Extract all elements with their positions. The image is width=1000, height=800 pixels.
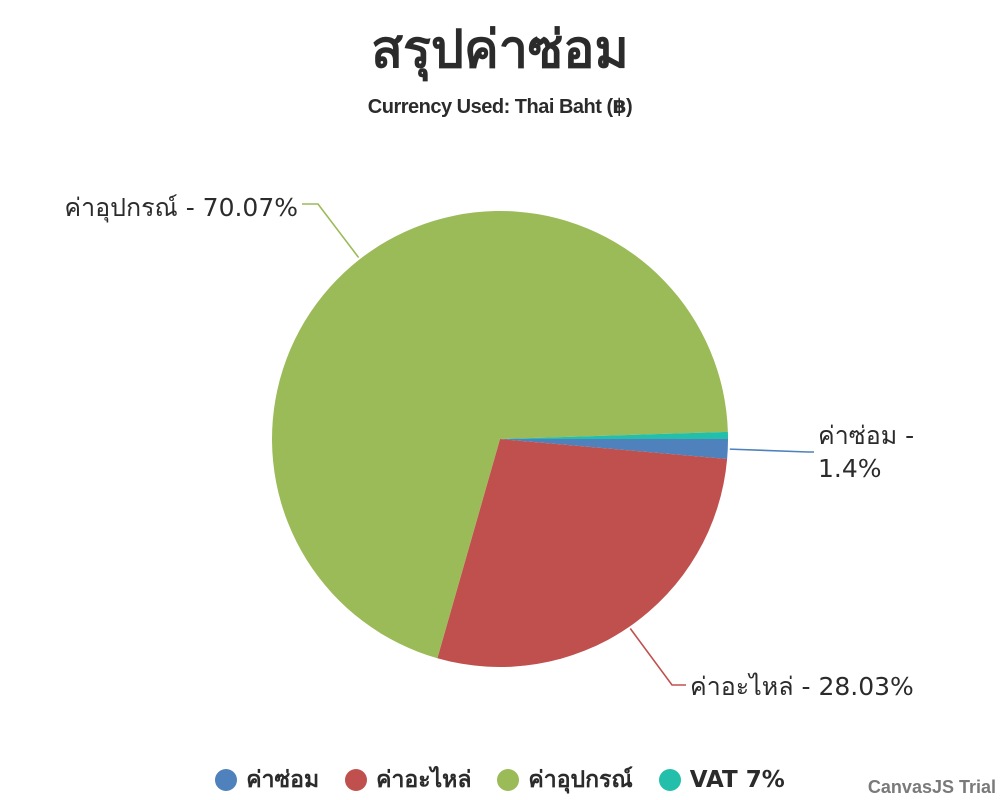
legend-label-vat: VAT 7% xyxy=(689,767,785,793)
pie-label-connector-equipment xyxy=(302,203,360,259)
legend-marker-vat xyxy=(658,769,681,791)
legend-label-repair: ค่าซ่อม xyxy=(246,767,320,793)
legend-item-equipment[interactable]: ค่าอุปกรณ์ xyxy=(497,762,633,798)
pie-slice-parts[interactable] xyxy=(437,439,728,667)
chart-legend: ค่าซ่อม ค่าอะไหล่ ค่าอุปกรณ์ VAT 7% xyxy=(0,762,1000,798)
pie-label-connector-parts xyxy=(629,628,686,686)
chart-title: สรุปค่าซ่อม xyxy=(371,20,629,80)
legend-label-parts: ค่าอะไหล่ xyxy=(376,767,472,793)
legend-marker-repair xyxy=(215,769,238,791)
legend-item-repair[interactable]: ค่าซ่อม xyxy=(215,762,319,798)
pie-slice-repair[interactable] xyxy=(500,439,728,460)
legend-label-equipment: ค่าอุปกรณ์ xyxy=(528,767,633,793)
legend-marker-parts xyxy=(345,769,368,791)
pie-slice-vat[interactable] xyxy=(500,431,728,439)
legend-item-vat[interactable]: VAT 7% xyxy=(658,767,785,793)
chart-subtitle: Currency Used: Thai Baht (฿) xyxy=(367,96,633,118)
pie-label-equipment: ค่าอุปกรณ์ - 70.07% xyxy=(64,193,298,223)
legend-item-parts[interactable]: ค่าอะไหล่ xyxy=(345,762,471,798)
legend-marker-equipment xyxy=(497,769,520,791)
watermark: CanvasJS Trial xyxy=(867,777,996,797)
pie-label-connector-repair xyxy=(729,448,814,453)
pie-slice-equipment[interactable] xyxy=(272,210,728,659)
pie-label-repair: ค่าซ่อม -1.4% xyxy=(818,421,914,483)
pie-label-parts: ค่าอะไหล่ - 28.03% xyxy=(690,672,914,701)
